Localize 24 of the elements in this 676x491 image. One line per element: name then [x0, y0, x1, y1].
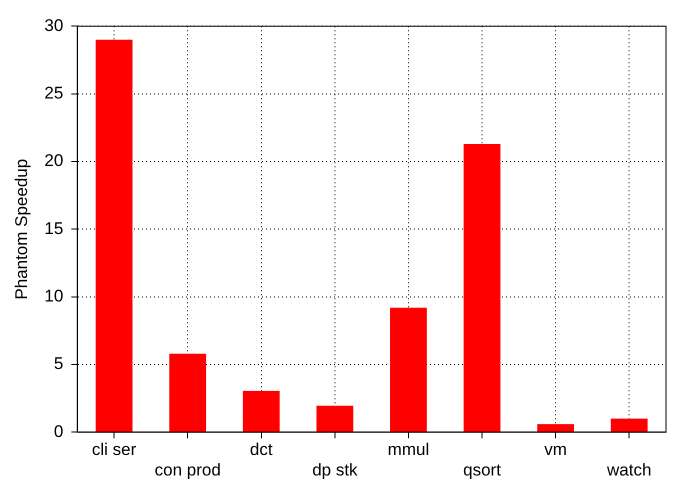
y-tick-label: 10 — [44, 286, 64, 306]
y-tick-label: 25 — [44, 84, 64, 103]
bar — [316, 406, 354, 432]
x-tick-label: qsort — [463, 460, 502, 480]
y-axis-title: Phantom Speedup — [12, 158, 31, 300]
y-tick-label: 15 — [44, 218, 64, 238]
x-tick-label: mmul — [388, 440, 430, 460]
y-tick-label: 5 — [54, 354, 64, 374]
bar — [169, 354, 206, 432]
y-tick-label: 30 — [44, 16, 64, 35]
bar — [537, 424, 574, 432]
x-tick-label: watch — [606, 460, 652, 480]
x-tick-label: con prod — [154, 460, 221, 480]
bar — [96, 40, 132, 432]
bar — [242, 390, 280, 432]
bar — [610, 418, 648, 432]
x-tick-label: dct — [250, 440, 273, 460]
x-tick-label: vm — [544, 440, 567, 460]
x-tick-label: dp stk — [312, 460, 358, 480]
bar — [464, 144, 500, 432]
y-tick-label: 0 — [54, 422, 64, 441]
bar — [390, 308, 427, 432]
x-tick-label: cli ser — [92, 440, 137, 460]
y-tick-label: 20 — [44, 151, 64, 170]
